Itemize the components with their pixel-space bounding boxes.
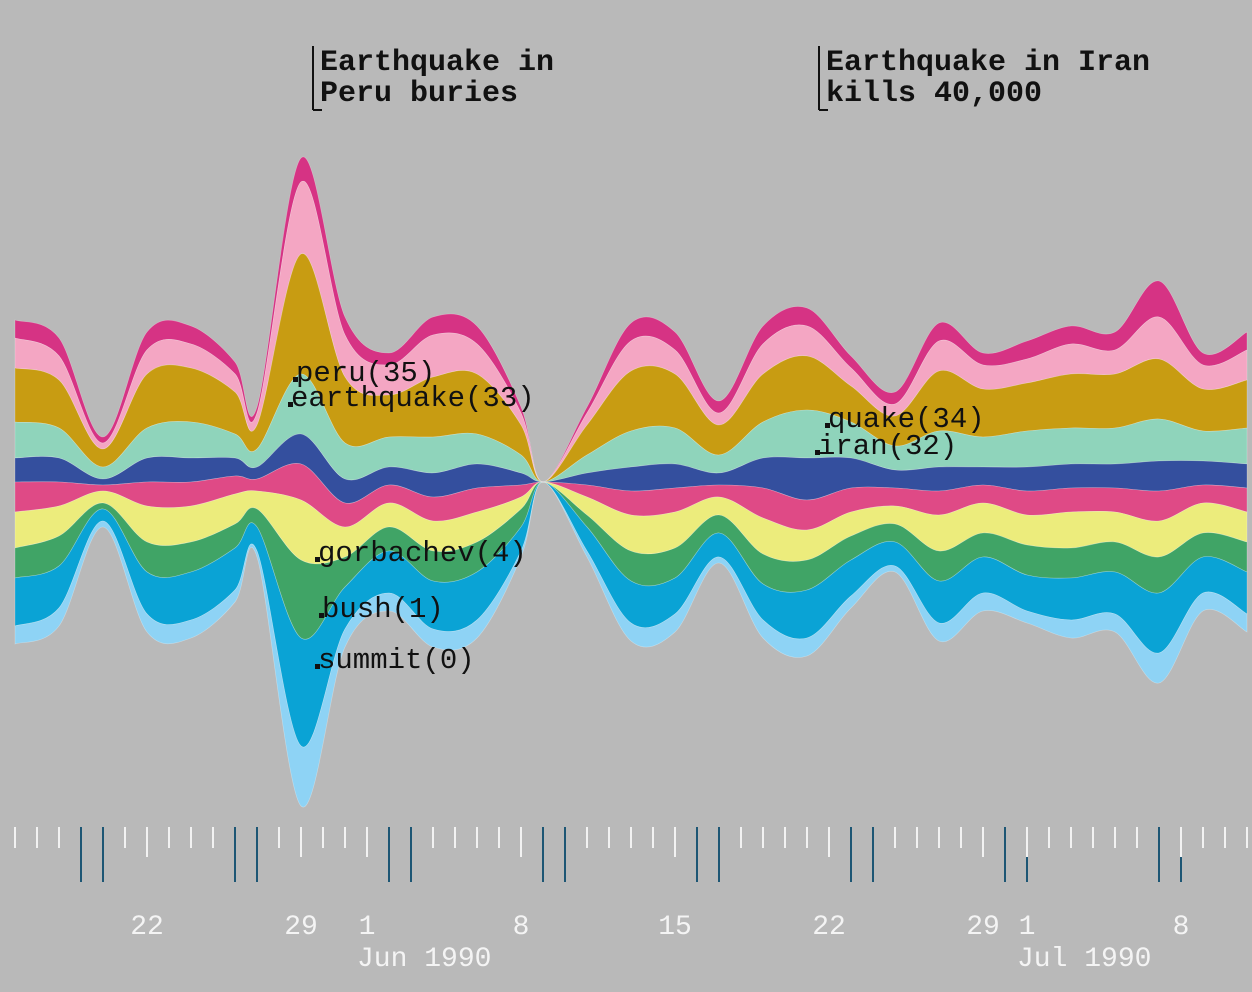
annotation-text: Earthquake in Iran — [826, 46, 1150, 80]
stream — [14, 181, 1248, 483]
x-tick-label: 1 — [1019, 912, 1036, 943]
x-tick-label: 29 — [284, 912, 318, 943]
stream-label: iran(32) — [818, 430, 957, 463]
streams — [14, 156, 1248, 808]
stream-label: earthquake(33) — [291, 382, 535, 415]
stream — [14, 463, 1248, 531]
month-label: Jul 1990 — [1017, 944, 1151, 975]
stream — [14, 481, 1248, 808]
annotation-text: kills 40,000 — [826, 77, 1042, 111]
label-dot — [815, 450, 820, 455]
x-tick-label: 29 — [966, 912, 1000, 943]
annotation-text: Peru buries — [320, 77, 518, 111]
label-dot — [315, 664, 320, 669]
x-tick-label: 22 — [812, 912, 846, 943]
stream-label: peru(35) — [296, 357, 435, 390]
stream-label: quake(34) — [828, 403, 985, 436]
x-tick-label: 1 — [359, 912, 376, 943]
stream-label: bush(1) — [322, 593, 444, 626]
label-dot — [319, 613, 324, 618]
stream — [14, 156, 1248, 483]
x-tick-label: 15 — [658, 912, 692, 943]
label-dot — [293, 377, 298, 382]
stream-labels: peru(35)earthquake(33) quake(34)iran(32) g… — [288, 357, 985, 677]
stream-label: summit(0) — [318, 644, 475, 677]
stream-label: gorbachev(4) — [318, 537, 527, 570]
stream — [14, 373, 1248, 483]
annotation-text: Earthquake in — [320, 46, 554, 80]
x-tick-label: 8 — [1173, 912, 1190, 943]
label-dot — [825, 423, 830, 428]
label-dot — [315, 557, 320, 562]
time-axis: 22 29 1 8 15 22 29 1 8 Jun 1990 Jul 1990 — [14, 827, 1248, 975]
x-tick-label: 22 — [130, 912, 164, 943]
label-dot — [288, 402, 293, 407]
x-tick-label: 8 — [513, 912, 530, 943]
month-label: Jun 1990 — [357, 944, 491, 975]
